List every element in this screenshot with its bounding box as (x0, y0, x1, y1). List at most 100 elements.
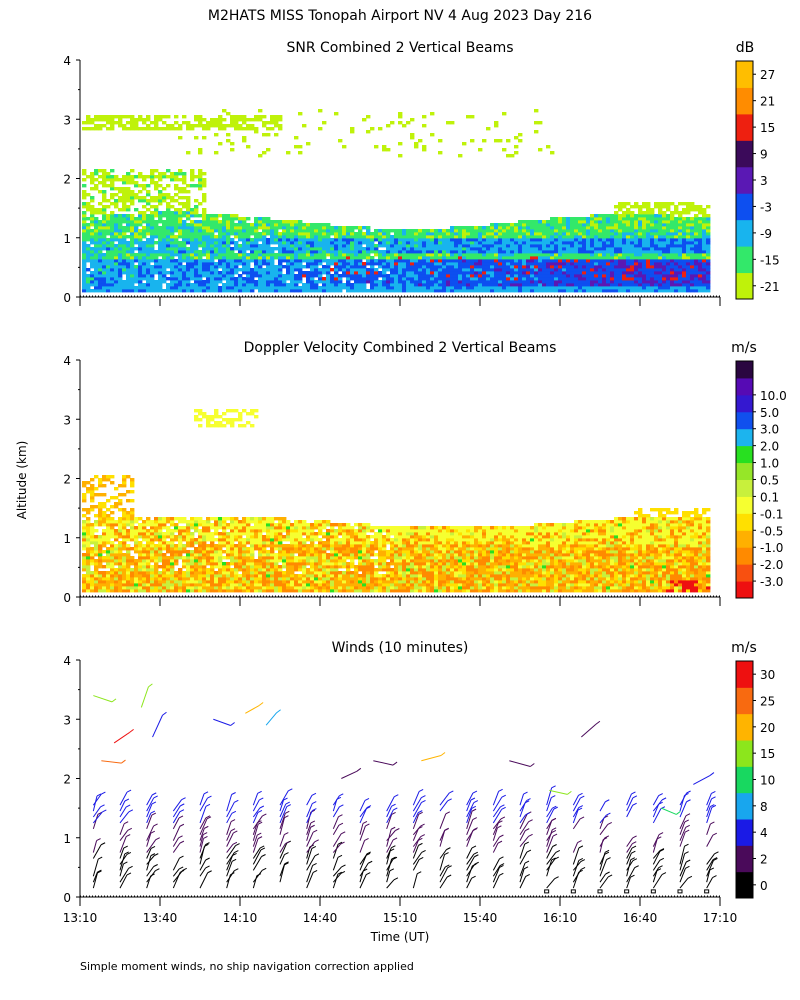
doppler-cell (82, 559, 87, 563)
snr-cell (302, 256, 307, 260)
snr-cell (254, 226, 259, 230)
snr-cell (626, 208, 631, 212)
doppler-cell (134, 574, 139, 578)
snr-cell (594, 232, 599, 236)
snr-cell (522, 253, 527, 257)
snr-cell (154, 220, 159, 224)
snr-cell (146, 271, 151, 275)
snr-cell (126, 196, 131, 200)
snr-cell (682, 250, 687, 254)
doppler-cell (150, 541, 155, 545)
snr-cell (598, 280, 603, 284)
snr-cell (430, 280, 435, 284)
snr-cell (606, 286, 611, 290)
snr-cell (578, 283, 583, 287)
snr-cell (658, 241, 663, 245)
snr-cell (242, 115, 247, 119)
snr-cell (530, 244, 535, 248)
doppler-cell (102, 556, 107, 560)
doppler-cell (178, 517, 183, 521)
snr-cell (214, 229, 219, 233)
doppler-cell (118, 502, 123, 506)
snr-cell (254, 238, 259, 242)
snr-cell (594, 235, 599, 239)
snr-cell (294, 229, 299, 233)
snr-cell (470, 241, 475, 245)
snr-cell (646, 208, 651, 212)
snr-cell (562, 238, 567, 242)
snr-cell (158, 199, 163, 203)
snr-cell (326, 283, 331, 287)
snr-cell (270, 238, 275, 242)
snr-cell (558, 217, 563, 221)
snr-cell (266, 289, 271, 293)
doppler-cell (86, 526, 91, 530)
doppler-cell (110, 541, 115, 545)
snr-cell (330, 259, 335, 263)
doppler-cell (86, 508, 91, 512)
snr-cell (186, 217, 191, 221)
snr-cell (614, 265, 619, 269)
snr-cell (210, 280, 215, 284)
snr-cell (458, 253, 463, 257)
snr-cell (606, 250, 611, 254)
snr-cell (102, 226, 107, 230)
snr-cell (366, 226, 371, 230)
snr-cell (578, 250, 583, 254)
snr-cell (702, 271, 707, 275)
snr-cell (650, 220, 655, 224)
snr-cell (502, 235, 507, 239)
doppler-cell (186, 562, 191, 566)
snr-cell (150, 271, 155, 275)
snr-cell (530, 259, 535, 263)
snr-cell (470, 232, 475, 236)
snr-cell (386, 232, 391, 236)
snr-cell (562, 280, 567, 284)
snr-cell (686, 241, 691, 245)
snr-cell (706, 214, 711, 218)
snr-cell (434, 232, 439, 236)
snr-cell (450, 265, 455, 269)
snr-cell (146, 283, 151, 287)
snr-cell (346, 289, 351, 293)
snr-cell (154, 268, 159, 272)
snr-cell (234, 280, 239, 284)
snr-cell (678, 274, 683, 278)
snr-cell (690, 238, 695, 242)
snr-cell (82, 286, 87, 290)
snr-cell (690, 220, 695, 224)
snr-cell (438, 277, 443, 281)
snr-cell (378, 280, 383, 284)
snr-cell (262, 286, 267, 290)
snr-cell (634, 259, 639, 263)
snr-cell (610, 217, 615, 221)
snr-cell (706, 274, 711, 278)
snr-cell (254, 280, 259, 284)
snr-cell (118, 190, 123, 194)
snr-cell (122, 214, 127, 218)
snr-cell (230, 280, 235, 284)
snr-cell (242, 136, 247, 140)
snr-cell (202, 226, 207, 230)
snr-cell (578, 265, 583, 269)
snr-cell (174, 280, 179, 284)
snr-cell (98, 208, 103, 212)
snr-cell (626, 259, 631, 263)
snr-cell (626, 274, 631, 278)
doppler-cell (126, 562, 131, 566)
doppler-cell (122, 568, 127, 572)
snr-cell (290, 220, 295, 224)
doppler-cell (106, 577, 111, 581)
snr-cell (690, 247, 695, 251)
doppler-cell (126, 511, 131, 515)
snr-cell (438, 232, 443, 236)
doppler-cell (106, 475, 111, 479)
doppler-cell (118, 556, 123, 560)
snr-cell (126, 223, 131, 227)
snr-cell (530, 277, 535, 281)
snr-cell (218, 262, 223, 266)
snr-cell (98, 250, 103, 254)
snr-cell (518, 286, 523, 290)
snr-cell (422, 277, 427, 281)
